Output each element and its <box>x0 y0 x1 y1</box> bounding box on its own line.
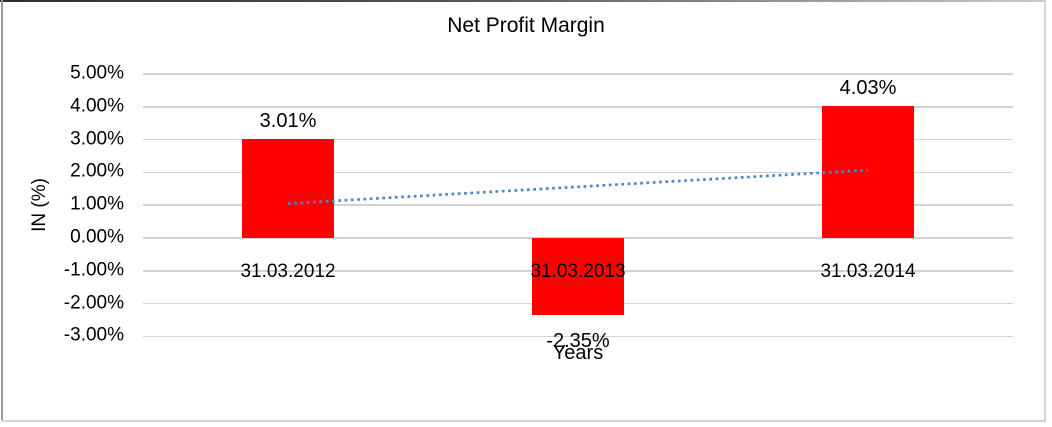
chart-title: Net Profit Margin <box>447 14 605 37</box>
y-axis-tick-label: -1.00% <box>63 259 124 281</box>
category-label: 31.03.2012 <box>240 261 336 282</box>
data-label: 3.01% <box>259 110 317 133</box>
bar <box>242 139 334 238</box>
y-axis-tick-label: 2.00% <box>70 160 124 182</box>
y-axis-tick-label: 1.00% <box>70 193 124 215</box>
bar <box>822 105 914 238</box>
y-axis-tick-label: -2.00% <box>63 292 124 314</box>
gridline <box>143 73 1013 75</box>
gridline <box>143 106 1013 108</box>
x-axis-title: Years <box>552 342 604 364</box>
y-axis-tick-label: 3.00% <box>70 128 124 150</box>
y-axis-tick-label: 4.00% <box>70 95 124 117</box>
data-label: 4.03% <box>839 76 897 99</box>
category-label: 31.03.2013 <box>530 261 626 282</box>
y-axis-tick-label: 0.00% <box>70 226 124 248</box>
y-axis-tick-label: 5.00% <box>70 62 124 84</box>
gridline <box>143 204 1013 206</box>
data-label: -2.35% <box>546 330 610 353</box>
y-axis-tick-label: -3.00% <box>63 324 124 346</box>
bar <box>532 238 624 316</box>
gridline <box>143 335 1013 338</box>
gridline <box>143 138 1013 141</box>
category-label: 31.03.2014 <box>820 261 916 282</box>
